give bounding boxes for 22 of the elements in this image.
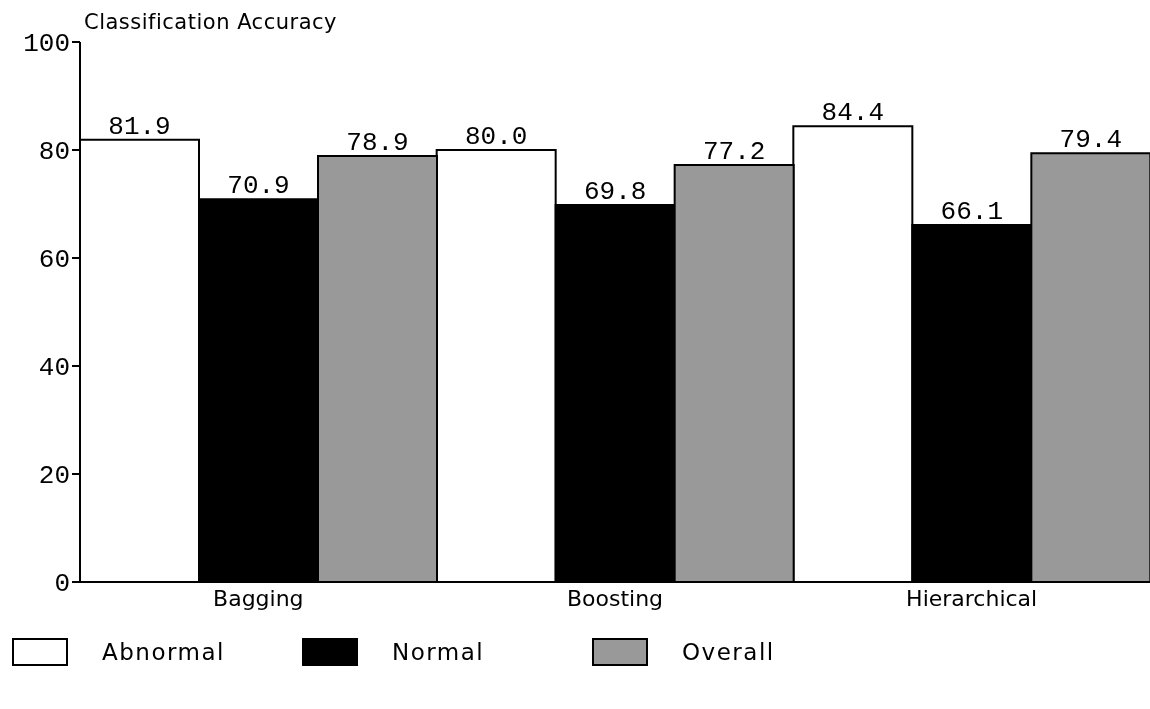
y-tick-label: 0 <box>54 569 70 600</box>
legend-label: Normal <box>392 639 485 665</box>
y-tick-label: 80 <box>38 137 70 168</box>
data-label: 77.2 <box>702 137 766 168</box>
y-tick-label: 20 <box>38 461 70 492</box>
legend-label: Abnormal <box>102 639 225 665</box>
data-label: 70.9 <box>227 171 290 202</box>
y-tick-label: 100 <box>23 29 70 60</box>
data-label: 69.8 <box>583 177 647 208</box>
data-label: 66.1 <box>940 197 1004 228</box>
data-label: 79.4 <box>1059 125 1123 156</box>
x-tick-label: Boosting <box>566 585 664 611</box>
y-tick-label: 40 <box>38 353 70 384</box>
x-tick-label: Bagging <box>213 585 304 611</box>
data-label: 80.0 <box>464 122 528 152</box>
legend-label: Overall <box>682 639 775 665</box>
y-axis-title: Classification Accuracy <box>84 10 337 34</box>
data-label: 78.9 <box>346 127 409 158</box>
x-tick-label: Hierarchical <box>906 585 1038 611</box>
data-label: 84.4 <box>821 98 885 129</box>
data-label: 81.9 <box>108 111 171 142</box>
y-tick-label: 60 <box>38 245 70 276</box>
